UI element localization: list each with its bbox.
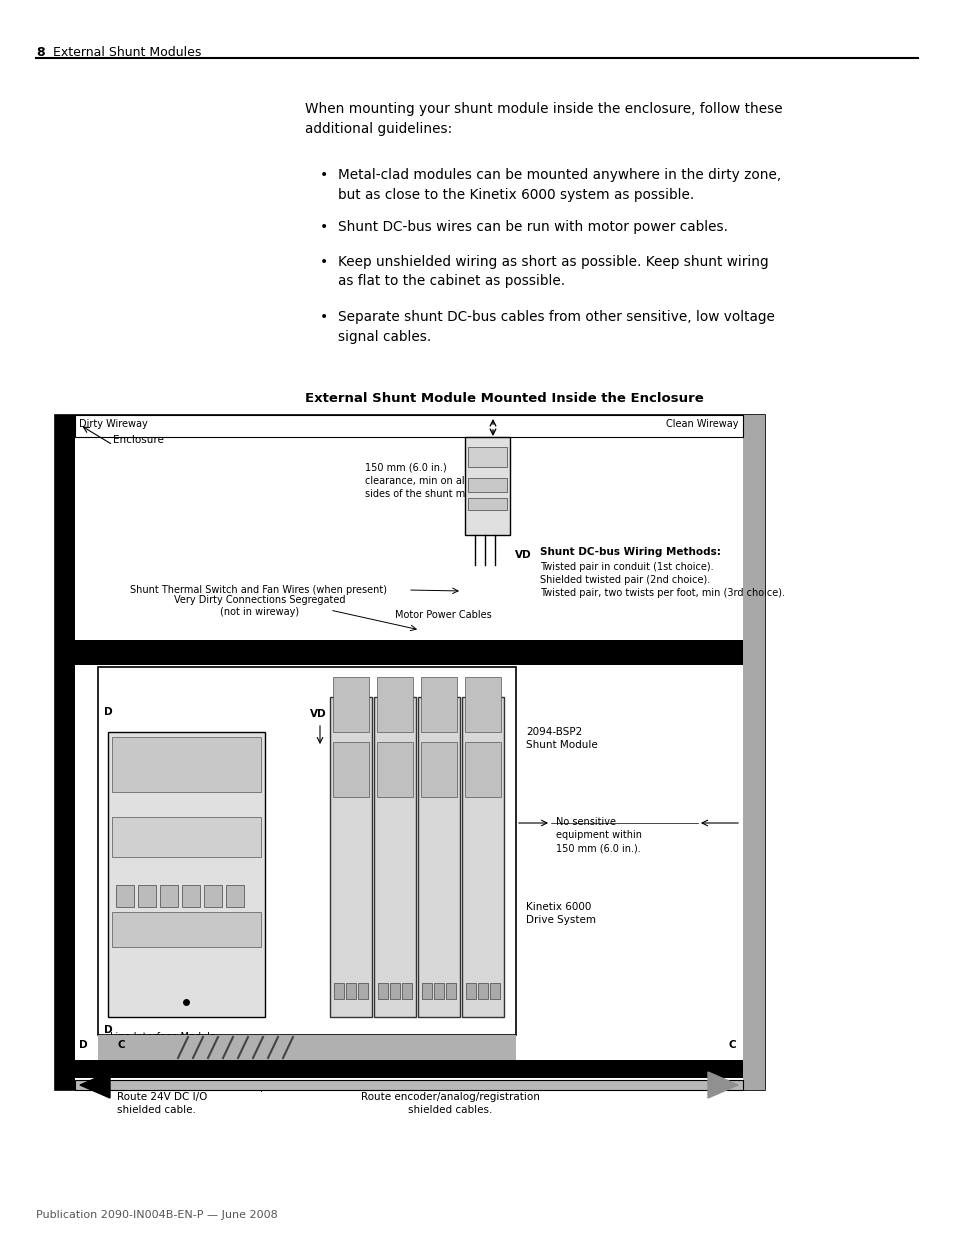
Bar [75, 1079, 742, 1091]
Bar [377, 983, 388, 999]
Polygon shape [707, 1072, 738, 1098]
Bar [464, 742, 500, 797]
Text: D: D [79, 1040, 88, 1050]
Bar [346, 983, 355, 999]
Bar [75, 640, 742, 664]
Bar [465, 983, 476, 999]
Text: D: D [430, 706, 438, 718]
Bar [75, 1060, 742, 1078]
Text: Kinetix 6000
Drive System: Kinetix 6000 Drive System [525, 902, 596, 925]
Text: •: • [319, 168, 328, 182]
Text: Enclosure: Enclosure [112, 435, 164, 445]
Text: C: C [728, 1040, 736, 1050]
Text: Separate shunt DC-bus cables from other sensitive, low voltage
signal cables.: Separate shunt DC-bus cables from other … [337, 310, 774, 343]
Bar [461, 697, 503, 1016]
Bar [182, 885, 200, 906]
Bar [464, 677, 500, 732]
Text: Metal-clad modules can be mounted anywhere in the dirty zone,
but as close to th: Metal-clad modules can be mounted anywhe… [337, 168, 781, 201]
Bar [446, 983, 456, 999]
Text: Shunt DC-bus Wiring Methods:: Shunt DC-bus Wiring Methods: [539, 547, 720, 557]
Bar [357, 983, 368, 999]
Bar [468, 447, 506, 467]
Bar [55, 415, 75, 1091]
Text: D: D [79, 645, 88, 655]
Text: D: D [728, 645, 737, 655]
Bar [468, 478, 506, 492]
Bar [417, 697, 459, 1016]
Text: VD: VD [310, 709, 326, 719]
Bar [333, 677, 369, 732]
Bar [421, 983, 432, 999]
Bar [330, 697, 372, 1016]
Text: Keep unshielded wiring as short as possible. Keep shunt wiring
as flat to the ca: Keep unshielded wiring as short as possi… [337, 254, 768, 289]
Bar [226, 885, 244, 906]
Bar [401, 983, 412, 999]
Text: D: D [104, 706, 112, 718]
Bar [334, 983, 344, 999]
Text: Shunt Thermal Switch and Fan Wires (when present): Shunt Thermal Switch and Fan Wires (when… [130, 585, 387, 595]
Text: Shunt DC-bus wires can be run with motor power cables.: Shunt DC-bus wires can be run with motor… [337, 220, 727, 233]
Text: 2094-BSP2
Shunt Module: 2094-BSP2 Shunt Module [525, 727, 598, 750]
Bar [742, 415, 764, 1091]
Text: Clean Wireway: Clean Wireway [666, 419, 739, 429]
Bar [204, 885, 222, 906]
Text: 8: 8 [36, 46, 45, 59]
Bar [98, 667, 516, 1035]
Bar [464, 437, 510, 535]
Text: •: • [319, 220, 328, 233]
Bar [116, 885, 133, 906]
Text: Dirty Wireway: Dirty Wireway [79, 419, 148, 429]
Text: VD: VD [515, 550, 531, 559]
Text: Twisted pair in conduit (1st choice).
Shielded twisted pair (2nd choice).
Twiste: Twisted pair in conduit (1st choice). Sh… [539, 562, 784, 599]
Bar [108, 732, 265, 1016]
Bar [434, 983, 443, 999]
Bar [390, 983, 399, 999]
Text: Publication 2090-IN004B-EN-P — June 2008: Publication 2090-IN004B-EN-P — June 2008 [36, 1210, 277, 1220]
Text: External Shunt Module Mounted Inside the Enclosure: External Shunt Module Mounted Inside the… [305, 391, 703, 405]
Bar [490, 983, 499, 999]
Polygon shape [80, 1072, 110, 1098]
Bar [55, 415, 764, 1091]
Bar [112, 737, 261, 792]
Bar [376, 677, 413, 732]
Bar [376, 742, 413, 797]
Text: C: C [118, 1040, 126, 1050]
Text: When mounting your shunt module inside the enclosure, follow these
additional gu: When mounting your shunt module inside t… [305, 103, 781, 136]
Bar [112, 818, 261, 857]
Bar [98, 1035, 516, 1060]
Text: Route 24V DC I/O
shielded cable.: Route 24V DC I/O shielded cable. [117, 1092, 207, 1115]
Text: Line Interface Module: Line Interface Module [110, 1032, 215, 1042]
Bar [477, 983, 488, 999]
Bar [160, 885, 178, 906]
Bar [112, 911, 261, 947]
Text: External Shunt Modules: External Shunt Modules [53, 46, 201, 59]
Text: Motor Power Cables: Motor Power Cables [395, 610, 491, 620]
Text: No sensitive
equipment within
150 mm (6.0 in.).: No sensitive equipment within 150 mm (6.… [556, 818, 641, 853]
Text: D: D [104, 1025, 112, 1035]
Text: Very Dirty Connections Segregated
(not in wireway): Very Dirty Connections Segregated (not i… [174, 595, 345, 618]
Text: I/O and Feedback Cables: I/O and Feedback Cables [257, 1083, 387, 1093]
Text: •: • [319, 310, 328, 324]
Bar [420, 677, 456, 732]
Bar [468, 498, 506, 510]
Bar [420, 742, 456, 797]
Bar [138, 885, 156, 906]
Bar [333, 742, 369, 797]
Text: 150 mm (6.0 in.)
clearance, min on all four
sides of the shunt module.: 150 mm (6.0 in.) clearance, min on all f… [365, 463, 495, 499]
Bar [374, 697, 416, 1016]
Bar [75, 415, 742, 437]
Text: •: • [319, 254, 328, 269]
Text: Route encoder/analog/registration
shielded cables.: Route encoder/analog/registration shield… [360, 1092, 538, 1115]
